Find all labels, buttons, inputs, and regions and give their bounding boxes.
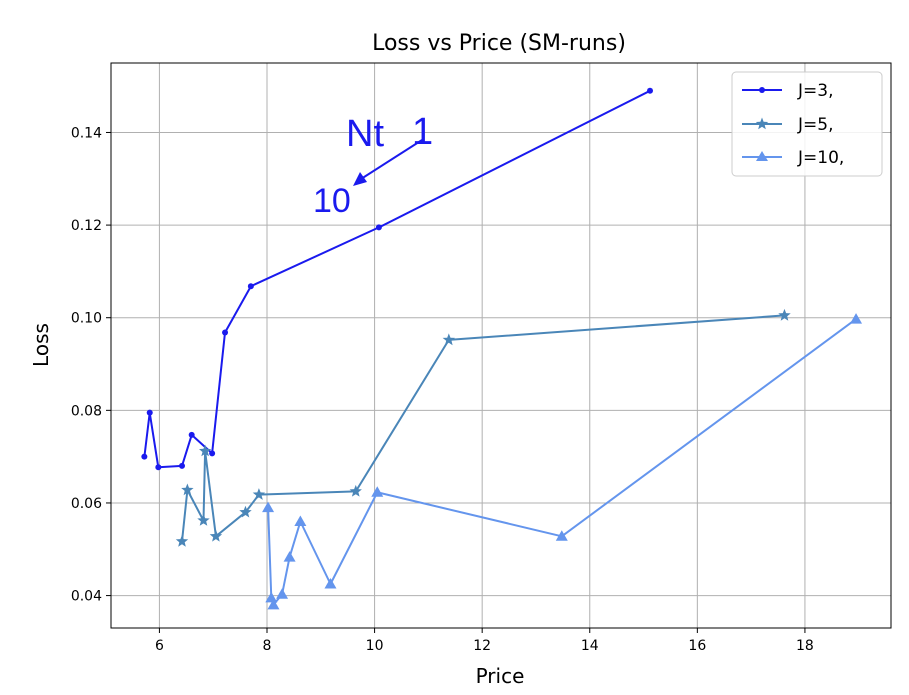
data-point bbox=[283, 551, 296, 562]
data-point bbox=[188, 431, 195, 438]
legend-marker-j5 bbox=[755, 117, 769, 130]
series-3 bbox=[262, 313, 863, 610]
data-point bbox=[276, 588, 289, 599]
series-line bbox=[267, 318, 857, 606]
legend-label-j3: J=3, bbox=[797, 81, 833, 101]
chart-title: Loss vs Price (SM-runs) bbox=[372, 31, 626, 56]
x-axis-label: Price bbox=[476, 664, 525, 688]
x-tick-label: 8 bbox=[263, 638, 272, 654]
series-2 bbox=[175, 308, 791, 547]
data-point bbox=[155, 464, 162, 471]
x-axis-ticks: 6 8 10 12 14 16 18 bbox=[155, 628, 814, 654]
data-point bbox=[247, 283, 254, 290]
legend-box bbox=[731, 71, 883, 177]
legend-marker-j3 bbox=[759, 87, 765, 93]
data-point bbox=[267, 598, 280, 610]
annotation: Nt 1 10 bbox=[313, 111, 433, 220]
x-tick-label: 12 bbox=[473, 638, 491, 654]
data-point bbox=[442, 333, 455, 346]
legend: J=3, J=5, J=10, bbox=[731, 71, 883, 177]
data-point bbox=[778, 308, 791, 321]
x-tick-label: 6 bbox=[155, 638, 164, 654]
data-point bbox=[265, 591, 278, 603]
y-tick-label: 0.04 bbox=[71, 589, 102, 605]
data-point bbox=[647, 87, 654, 94]
y-tick-label: 0.06 bbox=[71, 496, 102, 512]
data-point bbox=[199, 444, 212, 457]
annotation-arrow-shaft bbox=[360, 139, 423, 180]
data-point bbox=[209, 529, 223, 542]
annotation-arrow-head bbox=[353, 172, 367, 186]
y-axis-label: Loss bbox=[29, 323, 53, 367]
y-tick-label: 0.12 bbox=[71, 218, 102, 234]
data-point bbox=[146, 409, 153, 416]
x-tick-label: 10 bbox=[366, 638, 384, 654]
data-point bbox=[252, 488, 266, 500]
data-point bbox=[209, 450, 216, 457]
data-point bbox=[222, 329, 229, 336]
data-point bbox=[324, 578, 337, 589]
x-tick-label: 14 bbox=[581, 638, 599, 654]
y-tick-label: 0.14 bbox=[71, 125, 102, 141]
legend-entry-j10: J=10, bbox=[742, 148, 844, 168]
series-line bbox=[181, 314, 785, 542]
x-tick-label: 16 bbox=[688, 638, 706, 654]
data-point bbox=[850, 313, 863, 324]
data-point bbox=[555, 530, 568, 541]
data-point bbox=[294, 515, 307, 526]
legend-label-j10: J=10, bbox=[797, 148, 844, 168]
plot-frame bbox=[110, 62, 892, 629]
series-line bbox=[143, 89, 651, 469]
series-1 bbox=[141, 87, 654, 471]
data-point bbox=[371, 486, 384, 497]
data-point bbox=[375, 224, 382, 231]
legend-entry-j3: J=3, bbox=[742, 81, 833, 101]
x-tick-label: 18 bbox=[796, 638, 814, 654]
legend-entry-j5: J=5, bbox=[742, 115, 833, 135]
data-point bbox=[179, 462, 186, 469]
data-point bbox=[181, 483, 194, 496]
legend-label-j5: J=5, bbox=[797, 115, 833, 135]
legend-marker-j10 bbox=[756, 151, 768, 161]
y-axis-ticks: 0.04 0.06 0.08 0.10 0.12 0.14 bbox=[71, 125, 111, 605]
data-point bbox=[262, 501, 275, 513]
y-tick-label: 0.08 bbox=[71, 403, 102, 419]
data-point bbox=[175, 534, 189, 547]
data-point bbox=[349, 484, 362, 497]
annotation-ten: 10 bbox=[313, 182, 351, 220]
y-tick-label: 0.10 bbox=[71, 311, 102, 327]
data-point bbox=[197, 514, 210, 526]
annotation-nt: Nt bbox=[346, 113, 384, 155]
annotation-one: 1 bbox=[412, 111, 433, 153]
data-point bbox=[239, 505, 252, 518]
series-layer bbox=[141, 87, 863, 610]
data-point bbox=[141, 453, 148, 460]
